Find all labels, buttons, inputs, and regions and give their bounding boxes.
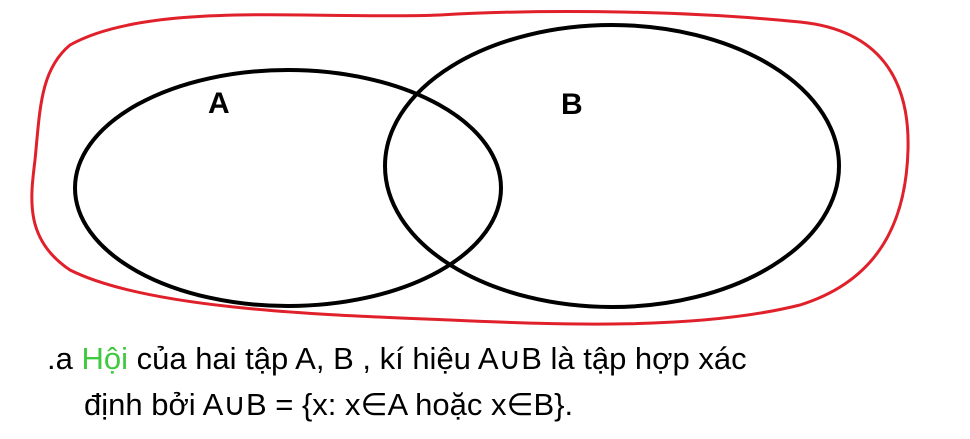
set-b-circle xyxy=(383,23,841,309)
highlighted-term: Hội xyxy=(81,341,128,376)
caption-prefix: .a xyxy=(47,341,82,376)
set-a-circle xyxy=(73,68,503,308)
set-a-label: A xyxy=(208,87,230,120)
caption-line-2: định bởi A∪B = {x: x∈A hoặc x∈B}. xyxy=(84,387,574,422)
venn-diagram: A B xyxy=(30,9,910,326)
set-b-label: B xyxy=(561,88,583,121)
union-outline xyxy=(30,9,910,326)
caption-line-1: .a Hội của hai tập A, B , kí hiệu A∪B là… xyxy=(47,341,970,377)
caption-rest: của hai tập A, B , kí hiệu A∪B là tập hợ… xyxy=(127,341,747,376)
